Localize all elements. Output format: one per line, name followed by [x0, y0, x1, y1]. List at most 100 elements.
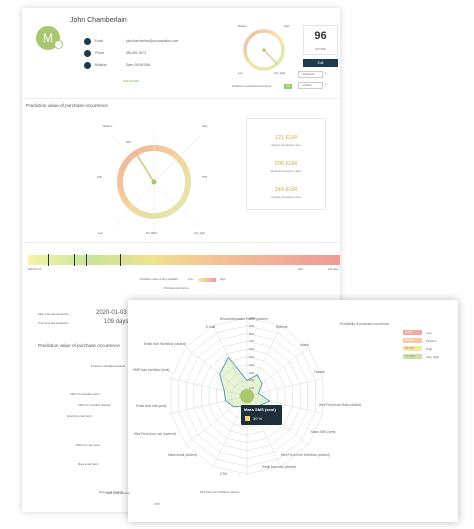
prediction-gauge — [111, 130, 201, 234]
legend-label-low: Low — [426, 331, 432, 335]
radar-spoke — [212, 325, 248, 397]
radar-axis-webpush-rule: Web Push from Rule (clicked) — [319, 403, 362, 407]
legend-range-high: 50-75% — [405, 347, 414, 350]
divider — [22, 98, 340, 99]
edit-button[interactable]: Edit — [303, 59, 338, 67]
purchase-timeline — [28, 255, 340, 265]
chevron-down-icon: ▾ — [325, 83, 327, 86]
radar-ring-label: 80% — [249, 332, 255, 336]
chevron-down-icon: ▾ — [325, 72, 327, 75]
radar-spoke — [246, 325, 282, 397]
list-item: SMS from workflow (sent) — [70, 393, 100, 396]
prediction-title: Prediction value of purchase occurrence — [26, 103, 108, 108]
list-item: SMS from rule (sent) — [76, 444, 100, 447]
prediction-label-high: High — [202, 125, 208, 128]
radar-ring-label: 60% — [249, 348, 255, 352]
radar-grid — [170, 317, 324, 475]
email-value[interactable]: johnchamberlain@yourcapitalco.com — [126, 39, 179, 43]
tooltip-value: 30 % — [253, 416, 263, 421]
bottom-axis-mass-email: Mass email (clicked) — [106, 492, 130, 495]
list-item: SMS from workflow (clicked) — [78, 404, 111, 407]
radar-ring-label: 30% — [249, 371, 255, 375]
legend-label-medium: Medium — [426, 339, 437, 343]
purchase-marker — [86, 254, 87, 266]
legend-swatch-high — [403, 346, 422, 351]
purchase-marker — [48, 254, 49, 266]
radar-ring-label: 90% — [249, 324, 255, 328]
prediction-label-very-high: Very high — [194, 232, 205, 235]
radar-ring-label: 10% — [249, 387, 255, 391]
radar-axis-email-rule-sent: Email from rule (sent) — [136, 404, 167, 408]
radar-ring-label: 20% — [249, 379, 255, 383]
time-since-label: Time since last transaction — [38, 322, 69, 325]
bottom-axis-utm: UTM — [154, 503, 160, 506]
timeline-legend-low: Low — [188, 278, 193, 281]
avatar-badge-icon — [54, 40, 63, 49]
consent-label: Prediction of purchase occurrence — [232, 85, 272, 88]
phone-icon — [84, 50, 91, 57]
radar-chart-card — [128, 300, 458, 522]
prospects-select[interactable]: Prospects — [298, 71, 323, 78]
consent-toggle[interactable]: ON — [284, 84, 292, 89]
legend-range-low: 0-25% — [405, 331, 413, 334]
radar-axis-webpush-workflow: Web Push from Workflow (clicked) — [281, 453, 330, 457]
legend-swatch-very-high — [403, 354, 422, 359]
legend-swatch-low — [403, 330, 422, 335]
customer-name: John Chamberlain — [70, 17, 127, 24]
radar-spoke — [246, 378, 324, 397]
radar-legend-title: Probability of purchase occurrence — [340, 322, 390, 326]
radar-ring-label: 70% — [249, 340, 255, 344]
prediction-label-50: 50% — [126, 141, 132, 144]
actions-select[interactable]: Actions — [298, 82, 323, 89]
last-transaction-value: 2020-01-03 — [96, 310, 127, 316]
prediction-label-75: 75% — [202, 176, 208, 179]
radar-spoke — [170, 378, 248, 397]
timeline-legend-high: High — [220, 278, 226, 281]
timeline-start: 2019-01-01 — [28, 268, 42, 271]
radar-axis-referral: Referral — [276, 325, 288, 329]
radar-axis-email-workflow: Email from Workflow (clicked) — [144, 342, 186, 346]
small-gauge-very-high: Very High — [274, 72, 286, 75]
legend-swatch-medium — [403, 338, 422, 343]
bottom-axis-webpush: Web Push from Workflow (clicked) — [200, 491, 240, 494]
prediction-pointer — [134, 151, 155, 183]
prediction-label-0-100: 0% 100% — [146, 232, 158, 235]
radar-tooltip: Mass SMS (sent) 30 % — [241, 405, 282, 425]
radar-spoke — [246, 395, 324, 414]
timeline-legend-gradient — [198, 278, 216, 282]
phone-value: 555-892-4973 — [126, 51, 146, 55]
timeline-legend-label: Prediction value of the probability — [140, 278, 179, 281]
prediction-label-25: 25% — [97, 176, 103, 179]
timeline-now: Now — [298, 268, 304, 271]
legend-range-medium: 25-50% — [405, 339, 414, 342]
small-gauge-medium: Medium — [238, 25, 248, 28]
list-item: Email from rule (sent) — [67, 415, 92, 418]
email-label: Email — [95, 39, 103, 43]
divider — [22, 242, 340, 243]
legend-range-very-high: 75-100% — [405, 355, 416, 358]
small-gauge-high: High — [284, 25, 290, 28]
score-box: 96 SCORE — [303, 25, 338, 55]
purchase-marker — [120, 254, 121, 266]
small-gauge-pointer — [263, 49, 278, 65]
prediction-label-low: Low — [98, 232, 103, 235]
legend-label-very-high: Very High — [426, 355, 440, 359]
radar-axis-email: E-mail — [206, 325, 216, 329]
score-value: 96 — [314, 30, 327, 42]
birthday-label: Birthday — [95, 63, 107, 67]
radar-center-dot — [240, 389, 254, 403]
phone-label: Phone — [95, 51, 105, 55]
radar-spoke — [185, 347, 248, 397]
avg-value-label: Average transaction value — [271, 196, 301, 199]
see-more-link[interactable]: SEE MORE — [123, 79, 139, 83]
second-chart-title: Prediction value of purchase occurrence — [38, 343, 120, 348]
radar-spoke — [185, 395, 248, 445]
small-gauge — [243, 29, 285, 71]
radar-chart — [170, 317, 324, 475]
calendar-icon — [84, 62, 91, 69]
list-item: Email from Workflow (clicked) — [91, 365, 126, 368]
radar-axis-mass-sms: Mass SMS (sent) — [311, 430, 336, 434]
max-value-label: Maximal transaction value — [271, 170, 301, 173]
radar-axis-mass-email: Mass email (clicked) — [168, 453, 197, 457]
radar-spoke — [246, 347, 309, 397]
